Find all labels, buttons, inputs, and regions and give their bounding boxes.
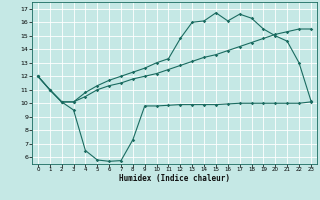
X-axis label: Humidex (Indice chaleur): Humidex (Indice chaleur) xyxy=(119,174,230,183)
